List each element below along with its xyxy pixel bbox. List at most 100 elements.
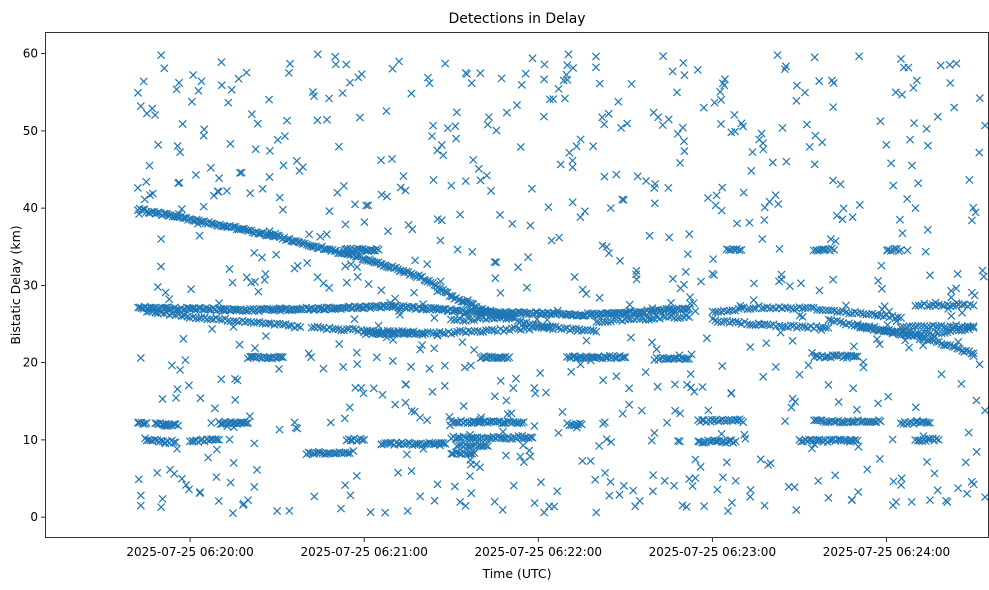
detection-mark-2258 (531, 389, 540, 398)
detection-mark-2290 (747, 166, 756, 175)
detection-mark-1237 (244, 418, 253, 427)
detection-mark-1594 (516, 452, 525, 461)
detection-mark-2307 (682, 380, 692, 389)
detection-mark-1742 (402, 450, 411, 459)
detection-mark-2257 (569, 63, 578, 73)
detection-mark-1415 (420, 440, 429, 449)
detection-mark-1662 (964, 325, 974, 334)
detection-mark-1958 (828, 176, 838, 185)
detection-mark-2086 (972, 447, 981, 456)
detection-mark-2234 (212, 445, 221, 454)
detection-mark-2191 (325, 283, 334, 292)
detection-mark-1971 (696, 277, 706, 286)
detection-mark-715 (525, 320, 534, 329)
detection-mark-1949 (250, 344, 260, 353)
detection-mark-1767 (184, 381, 193, 390)
detection-mark-2218 (410, 288, 419, 297)
detection-mark-996 (922, 323, 931, 332)
detection-mark-2304 (614, 97, 623, 106)
detection-mark-1825 (509, 384, 518, 393)
detection-mark-1786 (252, 465, 262, 474)
detection-mark-1822 (189, 70, 198, 80)
detection-mark-1273 (517, 418, 526, 427)
detection-mark-2285 (341, 220, 350, 229)
detection-mark-2143 (811, 131, 820, 140)
detection-mark-1730 (758, 139, 768, 148)
detection-mark-1612 (907, 497, 916, 506)
x-tick-label: 2025-07-25 06:24:00 (823, 545, 950, 559)
detection-mark-1874 (514, 263, 523, 272)
detection-mark-1870 (401, 398, 410, 407)
detection-mark-1983 (892, 317, 901, 326)
detection-mark-761 (720, 317, 729, 326)
detection-mark-1897 (194, 86, 203, 95)
detection-mark-2022 (685, 293, 695, 302)
detection-mark-1578 (319, 279, 328, 288)
detection-mark-2333 (461, 68, 470, 77)
detection-mark-1615 (558, 407, 567, 416)
detection-mark-1956 (904, 343, 914, 352)
detection-mark-1796 (245, 412, 254, 421)
detection-mark-1999 (758, 234, 767, 244)
detection-mark-2071 (759, 372, 768, 381)
detection-mark-1681 (250, 439, 259, 448)
detection-mark-730 (609, 315, 618, 324)
detection-mark-1642 (342, 278, 351, 287)
detection-mark-2152 (676, 409, 685, 418)
detection-mark-1083 (617, 353, 626, 362)
detection-mark-2130 (224, 98, 233, 107)
detection-mark-2188 (673, 436, 682, 446)
detection-mark-966 (911, 301, 920, 310)
detection-mark-570 (243, 317, 252, 326)
detection-mark-2023 (625, 300, 634, 309)
detection-mark-2041 (501, 451, 511, 460)
detection-mark-1909 (718, 183, 727, 192)
detection-mark-2282 (447, 181, 456, 190)
detection-mark-2057 (672, 88, 682, 97)
detection-mark-812 (749, 304, 758, 313)
detection-mark-1602 (838, 215, 847, 224)
detection-mark-716 (528, 320, 537, 329)
detection-mark-1945 (805, 142, 814, 151)
detection-mark-1851 (829, 78, 838, 88)
detection-mark-2273 (340, 414, 349, 423)
detection-mark-771 (748, 320, 757, 330)
detection-mark-1630 (304, 305, 313, 314)
detection-mark-2162 (702, 334, 711, 343)
detection-mark-2083 (306, 353, 316, 362)
detection-mark-2103 (606, 477, 615, 486)
detection-mark-1962 (831, 471, 840, 480)
detection-mark-2311 (486, 186, 496, 195)
detection-mark-2287 (649, 471, 658, 480)
detection-mark-2192 (407, 89, 416, 98)
detection-mark-2295 (153, 282, 162, 292)
detection-mark-2159 (469, 155, 478, 164)
detection-mark-1890 (517, 80, 526, 89)
detection-mark-2129 (796, 279, 806, 288)
detection-mark-1599 (225, 264, 234, 274)
detection-mark-1343 (904, 418, 914, 427)
detection-mark-2242 (524, 253, 533, 262)
detection-mark-2358 (606, 204, 615, 213)
detection-mark-1492 (713, 436, 722, 446)
detection-mark-2147 (740, 430, 749, 439)
detection-mark-1777 (389, 335, 398, 344)
detection-mark-2335 (528, 54, 537, 63)
detection-mark-930 (888, 329, 897, 338)
detection-mark-1891 (396, 183, 405, 192)
detection-mark-1624 (133, 88, 143, 97)
y-axis: 0 10 20 30 40 50 60 (23, 47, 45, 524)
detection-mark-1645 (568, 156, 577, 165)
detection-mark-2044 (618, 195, 627, 204)
detection-mark-1274 (519, 418, 528, 427)
detection-mark-2241 (668, 274, 677, 283)
detection-mark-577 (264, 319, 273, 328)
detection-mark-2301 (824, 380, 833, 389)
detection-mark-1914 (641, 368, 650, 377)
detection-mark-1219 (171, 420, 180, 429)
detection-mark-1980 (430, 496, 439, 505)
detection-mark-1873 (345, 78, 354, 87)
detection-mark-1877 (626, 333, 635, 342)
detection-mark-1236 (242, 419, 251, 428)
detection-mark-1816 (923, 225, 932, 234)
